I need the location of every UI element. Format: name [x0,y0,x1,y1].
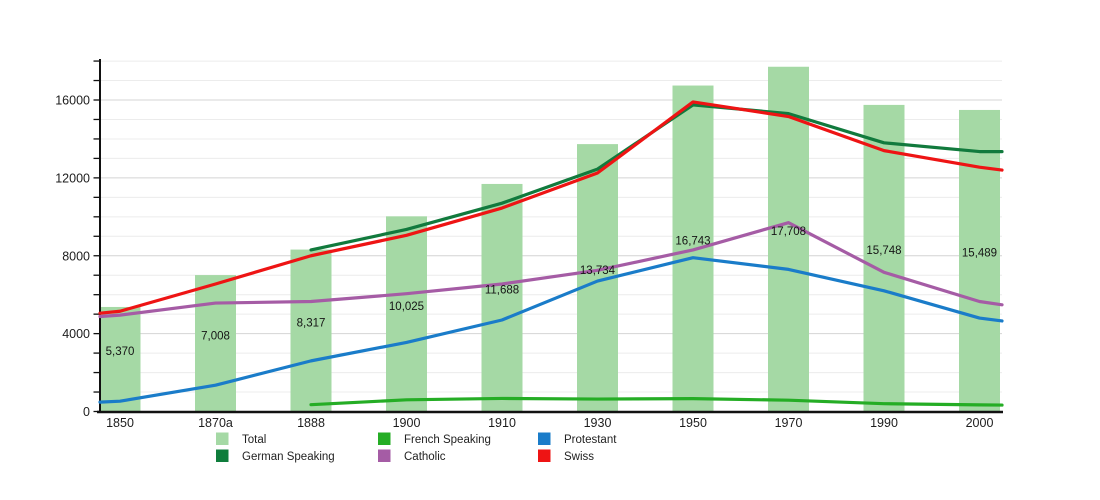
x-axis-label: 1990 [870,416,898,430]
bar-total-1870a [195,275,236,412]
legend-item-catholic: Catholic [378,449,446,463]
legend-swatch-icon [378,432,391,445]
legend-label: Swiss [564,451,594,463]
bar-total-2000 [959,109,1000,412]
legend-swatch-icon [216,432,229,445]
line-protestant [98,256,1004,404]
legend-item-total: Total [216,432,266,446]
line-swiss [98,100,1004,315]
bar-total-1910 [481,183,523,412]
x-axis-label: 2000 [966,416,994,430]
legend-label: German Speaking [242,451,335,463]
y-axis-label: 12000 [55,171,90,185]
legend-swatch-icon [538,432,551,445]
bar-value-label: 8,317 [297,318,326,330]
bar-total-1900 [386,216,427,412]
legend-label: Total [242,434,266,446]
bar-value-label: 13,734 [580,265,616,277]
y-axis-label: 0 [83,405,90,419]
x-axis-label: 1950 [679,416,707,430]
bar-value-label: 5,370 [106,346,135,358]
bar-value-label: 16,743 [675,236,710,248]
bar-value-label: 17,708 [771,226,806,238]
bar-value-label: 15,489 [962,248,997,260]
y-axis-label: 8000 [62,249,90,263]
x-axis-label: 1910 [488,416,516,430]
x-axis-label: 1930 [584,416,612,430]
line-french-speaking [309,396,1004,407]
bar-value-label: 15,748 [866,245,901,257]
legend-item-swiss: Swiss [538,449,594,463]
legend-label: Catholic [404,451,446,463]
bar-total-1850 [99,306,141,412]
bar-total-1990 [863,104,905,412]
x-axis-label: 1870a [198,416,233,430]
legend-label: French Speaking [404,434,491,446]
x-axis-label: 1900 [393,416,421,430]
legend-item-french-speaking: French Speaking [378,432,491,446]
x-axis-label: 1850 [106,416,134,430]
legend-item-protestant: Protestant [538,432,617,446]
bar-value-label: 11,688 [485,285,519,297]
y-axis-label: 16000 [55,94,90,108]
x-axis-label: 1970 [775,416,803,430]
legend-label: Protestant [564,434,617,446]
legend-swatch-icon [216,449,229,462]
bar-total-1888 [290,249,332,412]
legend-swatch-icon [378,449,391,462]
line-german-speaking [309,103,1004,252]
line-catholic [98,221,1004,319]
y-axis-label: 4000 [62,327,90,341]
bar-total-1970 [768,66,809,412]
legend-item-german-speaking: German Speaking [216,449,335,463]
legend-swatch-icon [538,449,551,462]
bar-value-label: 10,025 [389,301,424,313]
bar-value-label: 7,008 [201,330,230,342]
x-axis-label: 1888 [297,416,325,430]
